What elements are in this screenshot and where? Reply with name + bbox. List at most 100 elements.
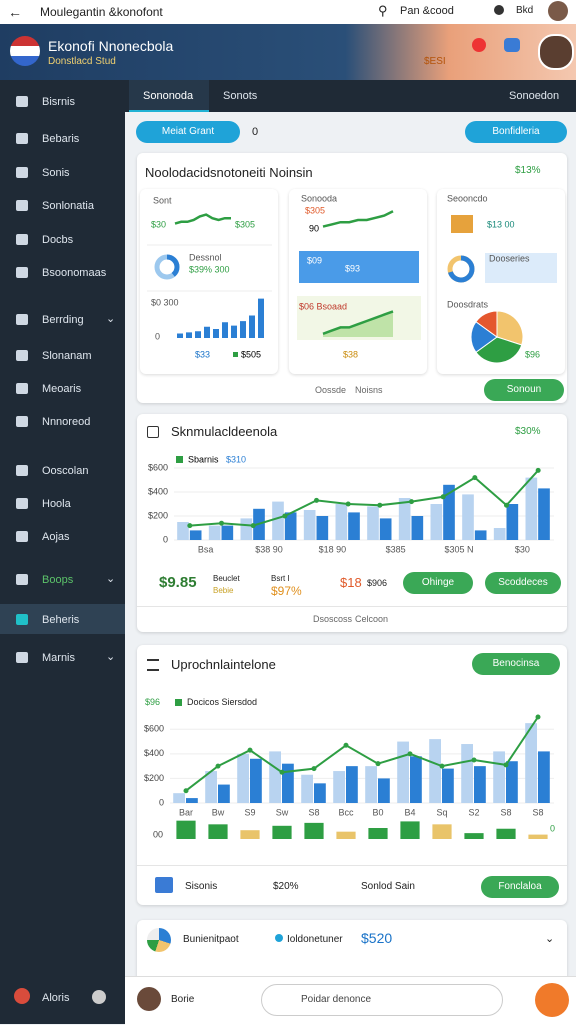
icon bbox=[16, 416, 28, 427]
sparkline bbox=[322, 310, 394, 335]
legend-text: $96 bbox=[145, 697, 161, 707]
button[interactable]: Bonfidleria bbox=[465, 121, 567, 143]
line-dot bbox=[377, 502, 383, 508]
line-dot bbox=[183, 788, 189, 794]
x-tick-label: S8 bbox=[308, 807, 319, 817]
search-field[interactable] bbox=[261, 984, 503, 1016]
donut-value bbox=[154, 254, 180, 280]
bar bbox=[429, 739, 441, 803]
bar bbox=[538, 488, 550, 540]
chevron[interactable]: ⌄ bbox=[545, 933, 555, 945]
search-icon[interactable]: ⚲ bbox=[378, 3, 388, 18]
message-icon[interactable] bbox=[504, 38, 520, 52]
sidebar-item[interactable]: Nnnoreod bbox=[42, 416, 91, 428]
label: Sont bbox=[153, 195, 172, 205]
label: $96 bbox=[525, 349, 540, 359]
button[interactable]: Scoddeces bbox=[485, 572, 561, 594]
icon bbox=[16, 574, 28, 585]
bar bbox=[474, 766, 486, 803]
icon bbox=[155, 877, 173, 893]
sidebar-item[interactable]: Sonlonatia bbox=[42, 200, 94, 212]
bar bbox=[506, 504, 519, 540]
sidebar-item[interactable]: Ooscolan bbox=[42, 465, 89, 477]
sidebar-item[interactable]: Hoola bbox=[42, 498, 71, 510]
label: $0 300 bbox=[151, 297, 179, 307]
search-placeholder[interactable]: Poidar denonce bbox=[301, 994, 372, 1005]
bar bbox=[240, 321, 246, 338]
volume-bar bbox=[272, 825, 292, 839]
button[interactable]: Meiat Grant bbox=[136, 121, 240, 143]
label: Sonooda bbox=[301, 193, 337, 203]
button[interactable]: Benocinsa bbox=[472, 653, 560, 675]
avatar[interactable] bbox=[137, 987, 161, 1011]
volume-bar bbox=[432, 824, 452, 839]
bar bbox=[462, 494, 474, 540]
trend-chart: 0 $200 $400 $600 Bsa $38 90 $18 90 $385 $305 N $3… bbox=[148, 454, 554, 554]
sidebar-item[interactable]: Sonis bbox=[42, 167, 70, 179]
sidebar-item[interactable]: Berrding bbox=[42, 314, 84, 326]
menu-icon[interactable] bbox=[147, 659, 159, 671]
line-dot bbox=[314, 497, 319, 503]
label: 90 bbox=[309, 223, 319, 233]
line-dot bbox=[343, 742, 349, 748]
sidebar-item[interactable]: Bsoonomaas bbox=[42, 267, 107, 279]
icon bbox=[16, 498, 28, 509]
sidebar-item[interactable]: Marnis bbox=[42, 652, 76, 664]
x-tick-label: $38 90 bbox=[255, 544, 283, 554]
footer-text: Dsoscoss bbox=[313, 614, 353, 624]
sidebar-item[interactable]: Slonanam bbox=[42, 350, 92, 362]
bar bbox=[461, 744, 473, 803]
sidebar-item[interactable]: Docbs bbox=[42, 234, 74, 246]
volume-bar bbox=[400, 821, 420, 839]
sidebar-item[interactable]: Aojas bbox=[42, 531, 70, 543]
tab[interactable]: Sonots bbox=[223, 90, 258, 102]
icon[interactable] bbox=[494, 5, 504, 15]
bar bbox=[348, 512, 360, 540]
bar bbox=[346, 766, 358, 803]
tab[interactable]: Sononoda bbox=[143, 90, 194, 102]
user-name: Borie bbox=[171, 994, 195, 1005]
settings-icon[interactable] bbox=[92, 990, 106, 1004]
icon bbox=[14, 988, 30, 1004]
bar bbox=[186, 798, 198, 803]
sidebar-item[interactable]: Beheris bbox=[42, 614, 80, 626]
sidebar-item[interactable]: Meoaris bbox=[42, 383, 82, 395]
label: $33 bbox=[195, 349, 210, 359]
tab-active[interactable] bbox=[129, 80, 209, 112]
sparkline bbox=[174, 213, 231, 225]
icon bbox=[16, 133, 28, 144]
button[interactable]: Ohinge bbox=[403, 572, 473, 594]
header-subtitle: Donstlacd Stud bbox=[48, 56, 116, 67]
sidebar-item[interactable]: Bebaris bbox=[42, 133, 80, 145]
bar bbox=[269, 751, 281, 803]
volume-bar bbox=[368, 828, 388, 839]
value: $520 bbox=[361, 930, 393, 946]
bar bbox=[186, 332, 192, 338]
bar bbox=[316, 516, 329, 540]
button[interactable]: Sonoun bbox=[484, 379, 564, 401]
sidebar-item[interactable]: Boops bbox=[42, 574, 74, 586]
icon bbox=[16, 167, 28, 178]
notification-icon[interactable] bbox=[472, 38, 486, 52]
search-text[interactable]: Pan &cood bbox=[400, 5, 454, 17]
avatar[interactable] bbox=[538, 34, 574, 70]
fab[interactable] bbox=[535, 983, 569, 1017]
line-dot bbox=[472, 475, 478, 481]
label-box bbox=[485, 253, 557, 283]
bar bbox=[237, 753, 249, 803]
sidebar-footer[interactable]: Aloris bbox=[42, 992, 70, 1004]
top-bar: ← Moulegantin &konofont ⚲ Pan &cood Bkd bbox=[0, 0, 576, 24]
back-button[interactable]: ← bbox=[8, 4, 22, 20]
line bbox=[185, 716, 539, 792]
overview-graphics: Sont $30 $305 Dessnol $39% 300 $0 300 0 $33 $505… bbox=[147, 193, 557, 364]
tab-right[interactable]: Sonoedon bbox=[509, 90, 560, 102]
avatar[interactable] bbox=[548, 1, 568, 21]
button[interactable]: Fonclaloa bbox=[481, 876, 559, 898]
header: Ekonofi Nnonecbola Donstlacd Stud $ESI bbox=[0, 24, 576, 80]
line-dot bbox=[535, 714, 541, 720]
stat: $18 bbox=[340, 575, 362, 590]
bar bbox=[173, 793, 185, 803]
sidebar-item[interactable]: Bisrnis bbox=[42, 96, 76, 108]
stat: $9.85 bbox=[159, 574, 197, 591]
panel bbox=[140, 189, 278, 374]
